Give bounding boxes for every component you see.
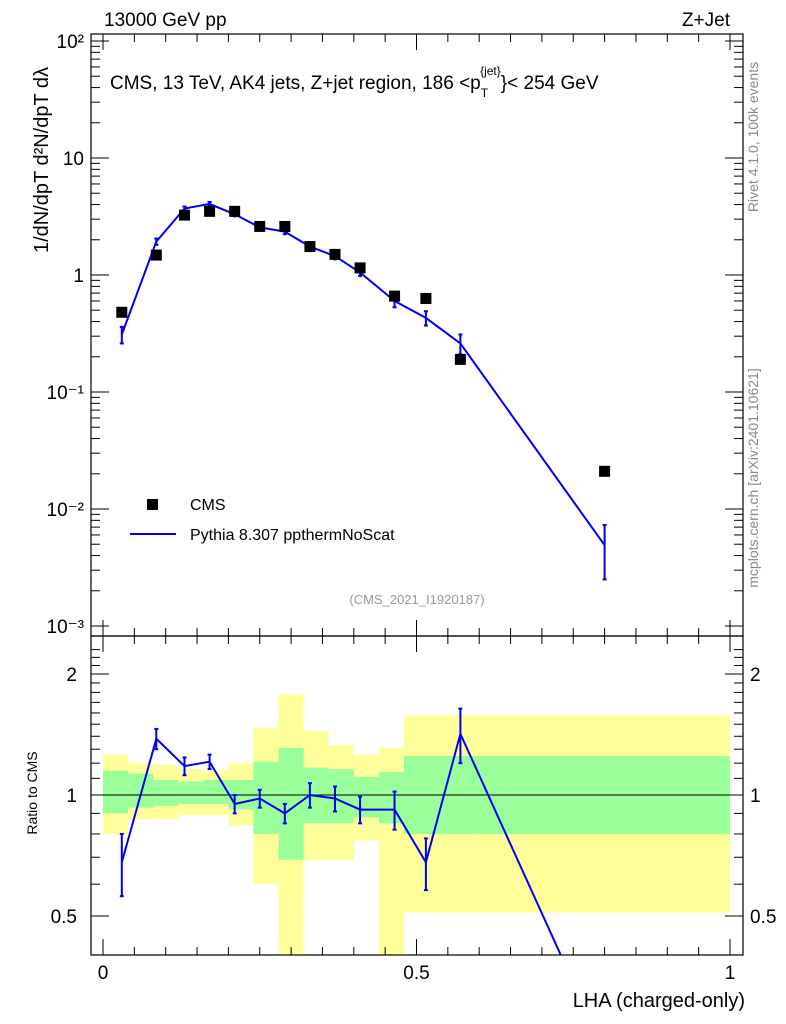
ratio-y-tick-label-left: 1 xyxy=(66,786,77,807)
x-tick-label: 1 xyxy=(725,963,736,984)
ratio-axis-ticks xyxy=(91,636,743,956)
cms-data-point xyxy=(254,220,266,232)
ratio-inner-band xyxy=(278,747,304,860)
cms-data-point xyxy=(389,290,401,302)
process-label: 13000 GeV pp xyxy=(104,10,227,31)
ratio-inner-band xyxy=(328,769,354,824)
ratio-uncertainty-bands xyxy=(90,635,744,956)
x-tick-label: 0.5 xyxy=(403,963,429,984)
ratio-y-axis-label: Ratio to CMS xyxy=(24,751,40,834)
mc-curve xyxy=(120,202,606,546)
cms-data-point xyxy=(179,209,191,221)
main-y-tick-label: 10⁻² xyxy=(47,500,85,521)
cms-data-point xyxy=(150,249,162,261)
x-tick-label: 0 xyxy=(98,963,109,984)
main-y-tick-label: 10 xyxy=(63,149,84,170)
mcplots-url-label: mcplots.cern.ch [arXiv:2401.10621] xyxy=(745,368,761,587)
ratio-y-tick-label-right: 0.5 xyxy=(750,907,776,928)
main-plot-area xyxy=(90,33,744,637)
ratio-y-tick-label-right: 1 xyxy=(750,786,761,807)
analysis-id-watermark: (CMS_2021_I1920187) xyxy=(349,592,484,607)
rivet-version-label: Rivet 4.1.0, 100k events xyxy=(745,62,761,212)
ratio-y-tick-label-left: 2 xyxy=(66,665,77,686)
main-y-tick-labels: 10² 10 1 10⁻¹ 10⁻² 10⁻³ xyxy=(47,32,85,638)
ratio-y-tick-label-left: 0.5 xyxy=(51,907,77,928)
main-axis-ticks xyxy=(91,34,743,636)
main-y-tick-label: 10² xyxy=(57,32,84,53)
cms-data-point xyxy=(599,465,611,477)
ratio-curve xyxy=(120,730,562,955)
ratio-y-tick-label-right: 2 xyxy=(750,665,761,686)
ratio-y-tick-labels: 2 2 1 1 0.5 0.5 xyxy=(51,665,777,928)
ratio-inner-band xyxy=(253,761,279,834)
cms-data-point xyxy=(329,248,341,260)
cms-data-point xyxy=(454,353,466,365)
cms-data-point xyxy=(420,292,432,304)
main-y-tick-label: 1 xyxy=(73,266,84,287)
cms-data-point xyxy=(279,220,291,232)
main-y-axis-label: 1/dN/dpT d²N/dpT dλ xyxy=(31,67,53,253)
legend-data-marker xyxy=(147,499,158,510)
ratio-inner-band xyxy=(353,776,379,818)
y-label-text: 1/dN/dpT d²N/dpT dλ xyxy=(31,67,53,253)
x-tick-labels: 0 0.5 1 xyxy=(98,963,736,984)
cms-data-point xyxy=(204,205,216,217)
cms-data-point xyxy=(354,262,366,274)
plot-title: CMS, 13 TeV, AK4 jets, Z+jet region, 186… xyxy=(110,64,599,100)
ratio-inner-band xyxy=(178,781,204,804)
main-y-tick-label: 10⁻³ xyxy=(47,617,85,638)
selection-label: Z+Jet xyxy=(682,10,731,31)
legend-data-label: CMS xyxy=(190,497,226,514)
cms-data-point xyxy=(304,241,316,253)
main-y-tick-label: 10⁻¹ xyxy=(47,383,85,404)
ratio-inner-band xyxy=(103,770,129,814)
ratio-inner-band xyxy=(203,779,229,804)
legend-mc-label: Pythia 8.307 ppthermNoScat xyxy=(190,527,395,544)
ratio-inner-band xyxy=(128,773,154,808)
ratio-inner-band xyxy=(378,772,404,824)
mc-series xyxy=(119,200,607,581)
cms-data-series xyxy=(116,205,611,477)
ratio-inner-band xyxy=(153,779,179,806)
cms-data-point xyxy=(116,306,128,318)
main-frame xyxy=(90,33,744,637)
x-axis-label: LHA (charged-only) xyxy=(573,990,745,1012)
cms-data-point xyxy=(229,205,241,217)
ratio-series xyxy=(119,707,562,955)
